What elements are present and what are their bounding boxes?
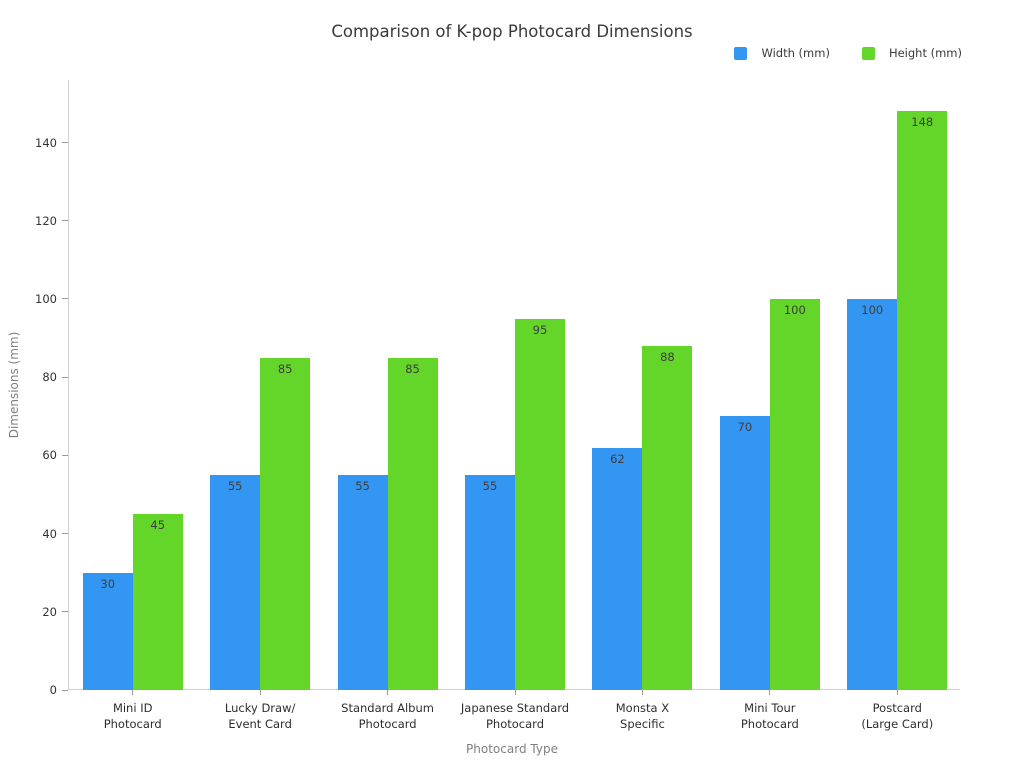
legend-swatch-height-icon: [861, 46, 875, 60]
y-tick-mark: [62, 533, 68, 535]
y-tick-label: 100: [35, 291, 57, 306]
bar-series1-cat6: 148: [897, 111, 948, 690]
bar-series0-cat1: 55: [210, 474, 261, 690]
y-tick-mark: [62, 298, 68, 300]
x-tick-mark: [641, 690, 643, 695]
x-tick-mark: [259, 690, 261, 695]
y-tick-mark: [62, 611, 68, 613]
y-tick-label: 140: [35, 135, 57, 150]
y-tick-mark: [62, 454, 68, 456]
x-tick-label: Postcard (Large Card): [861, 701, 934, 732]
bar-value-label: 55: [482, 478, 498, 493]
bar-series0-cat4: 62: [592, 447, 643, 690]
plot-area: 0 20 40 60 80 100 120 140 30 45 Mini ID Photocard 5…: [35, 80, 960, 731]
x-tick-mark: [896, 690, 898, 695]
bar-value-label: 148: [911, 115, 934, 130]
y-tick-label: 60: [42, 448, 57, 463]
y-tick-mark: [62, 142, 68, 144]
bar-series1-cat5: 100: [769, 298, 820, 690]
x-tick-label: Lucky Draw/ Event Card: [224, 701, 296, 732]
legend-item-width: Width (mm): [734, 46, 830, 60]
bar-value-label: 100: [783, 302, 806, 317]
bar-value-label: 95: [532, 322, 548, 337]
x-tick-label: Monsta X Specific: [615, 701, 670, 732]
x-tick-label: Mini ID Photocard: [103, 701, 162, 732]
x-tick-mark: [132, 690, 134, 695]
bar-value-label: 55: [227, 478, 243, 493]
legend-item-height: Height (mm): [861, 46, 962, 60]
bar-value-label: 62: [610, 451, 625, 466]
bar-value-label: 45: [150, 518, 166, 533]
bar-value-label: 88: [660, 349, 675, 364]
x-tick-mark: [514, 690, 516, 695]
y-tick-label: 0: [49, 683, 57, 697]
y-tick-mark: [62, 220, 68, 222]
x-tick-label: Standard Album Photocard: [341, 701, 434, 732]
x-tick-mark: [769, 690, 771, 695]
legend-swatch-width-icon: [734, 46, 748, 60]
y-tick-label: 20: [42, 604, 57, 619]
x-axis-title: Photocard Type: [466, 742, 558, 756]
y-tick-label: 120: [35, 213, 57, 228]
bar-value-label: 30: [100, 576, 116, 591]
bar-series0-cat3: 55: [465, 474, 515, 690]
bar-series1-cat0: 45: [132, 514, 183, 690]
x-tick-mark: [387, 690, 389, 695]
bar-series0-cat0: 30: [82, 572, 133, 690]
bar-series1-cat3: 95: [515, 318, 565, 690]
x-tick-label: Mini Tour Photocard: [740, 701, 799, 732]
bar-series0-cat2: 55: [337, 474, 388, 690]
legend-label-width: Width (mm): [761, 46, 830, 60]
bar-value-label: 85: [405, 361, 420, 376]
y-tick-mark: [62, 376, 68, 378]
bar-value-label: 55: [355, 478, 370, 493]
y-axis-title: Dimensions (mm): [7, 331, 21, 439]
bar-series1-cat4: 88: [642, 345, 693, 690]
legend: Width (mm) Height (mm): [734, 46, 962, 60]
chart-title: Comparison of K-pop Photocard Dimensions: [331, 22, 693, 41]
bar-series1-cat1: 85: [260, 357, 311, 690]
x-tick-label: Japanese Standard Photocard: [460, 701, 570, 732]
legend-label-height: Height (mm): [888, 46, 962, 60]
y-tick-label: 40: [42, 526, 57, 541]
bar-value-label: 85: [277, 361, 293, 376]
bar-series1-cat2: 85: [387, 357, 438, 690]
y-tick-mark: [62, 689, 68, 691]
bar-series0-cat5: 70: [719, 416, 770, 690]
bar-value-label: 100: [861, 302, 884, 317]
bar-value-label: 70: [737, 420, 753, 435]
bar-series0-cat6: 100: [847, 298, 898, 690]
y-tick-label: 80: [42, 370, 57, 385]
